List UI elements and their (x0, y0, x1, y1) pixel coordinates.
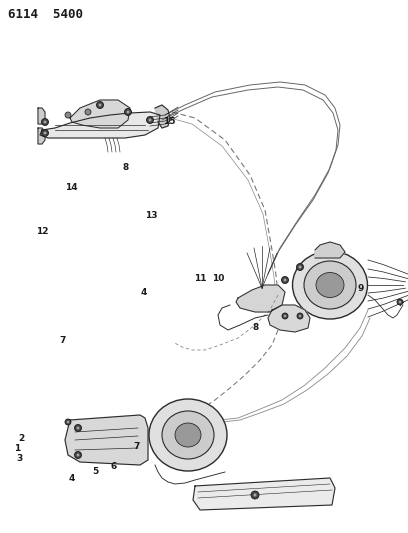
Text: 3: 3 (16, 454, 22, 463)
Circle shape (299, 314, 302, 317)
Text: 4: 4 (140, 288, 147, 296)
Circle shape (43, 132, 47, 134)
Circle shape (146, 117, 153, 124)
Circle shape (65, 112, 71, 118)
Ellipse shape (304, 261, 356, 309)
Circle shape (298, 265, 302, 269)
Polygon shape (65, 415, 148, 465)
Text: 8: 8 (252, 323, 258, 332)
Text: 13: 13 (145, 212, 157, 220)
Circle shape (42, 130, 49, 136)
Polygon shape (70, 100, 130, 128)
Circle shape (253, 493, 257, 497)
Circle shape (76, 426, 80, 430)
Circle shape (97, 101, 104, 109)
Circle shape (65, 419, 71, 425)
Circle shape (284, 278, 286, 281)
Text: 5: 5 (92, 467, 98, 476)
Circle shape (149, 118, 152, 122)
Circle shape (284, 314, 286, 317)
Circle shape (282, 277, 288, 284)
Circle shape (75, 424, 82, 432)
Ellipse shape (316, 272, 344, 297)
Circle shape (85, 109, 91, 115)
Circle shape (42, 118, 49, 125)
Text: 11: 11 (194, 274, 206, 282)
Ellipse shape (149, 399, 227, 471)
Polygon shape (155, 105, 170, 128)
Circle shape (43, 120, 47, 124)
Circle shape (67, 421, 69, 423)
Circle shape (126, 110, 130, 114)
Ellipse shape (175, 423, 201, 447)
Circle shape (397, 299, 403, 305)
Text: 6: 6 (110, 462, 116, 471)
Circle shape (282, 313, 288, 319)
Circle shape (98, 103, 102, 107)
Polygon shape (40, 112, 160, 138)
Text: 8: 8 (123, 163, 129, 172)
Text: 6114  5400: 6114 5400 (8, 9, 83, 21)
Text: 2: 2 (18, 434, 24, 442)
Text: 15: 15 (163, 117, 175, 126)
Polygon shape (315, 242, 345, 258)
Text: 7: 7 (134, 442, 140, 451)
Polygon shape (268, 305, 310, 332)
Text: 7: 7 (60, 336, 66, 344)
Polygon shape (38, 128, 45, 144)
Polygon shape (236, 285, 285, 312)
Circle shape (297, 263, 304, 271)
Text: 10: 10 (212, 274, 224, 282)
Text: 14: 14 (65, 183, 78, 192)
Ellipse shape (162, 411, 214, 459)
Text: 4: 4 (68, 474, 75, 483)
Polygon shape (193, 478, 335, 510)
Circle shape (399, 301, 401, 303)
Circle shape (75, 451, 82, 458)
Text: 9: 9 (357, 285, 364, 293)
Text: 12: 12 (35, 228, 48, 236)
Circle shape (124, 109, 131, 116)
Circle shape (76, 454, 80, 457)
Circle shape (297, 313, 303, 319)
Polygon shape (38, 108, 45, 124)
Text: 1: 1 (14, 445, 20, 453)
Circle shape (251, 491, 259, 499)
Ellipse shape (293, 251, 368, 319)
